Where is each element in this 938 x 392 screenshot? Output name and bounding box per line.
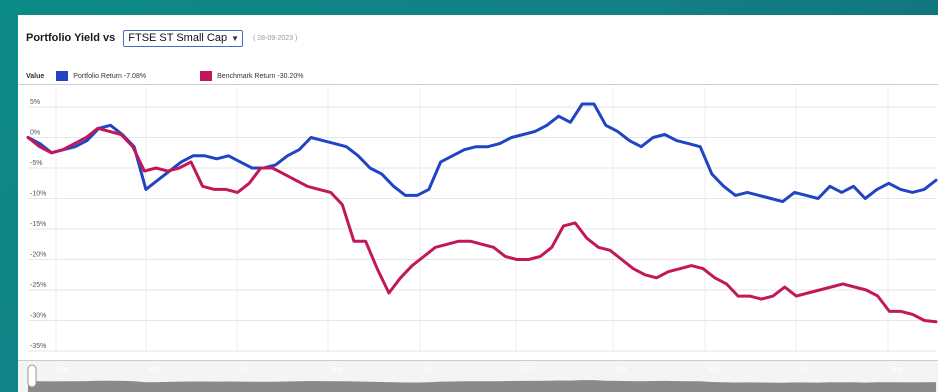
navigator-label: May (707, 366, 721, 373)
y-tick-label: -5% (30, 160, 42, 167)
navigator-label: Sep (330, 366, 343, 373)
range-navigator[interactable]: Mar May Jul Sep Nov 2023 Mar May Jul Sep (18, 360, 938, 392)
y-tick-label: -30% (30, 313, 46, 320)
navigator-label: Jul (239, 366, 248, 373)
portfolio-line[interactable] (26, 102, 938, 204)
portfolio-swatch (56, 71, 69, 81)
page-title: Portfolio Yield vs (26, 32, 116, 44)
benchmark-select-value: FTSE ST Small Cap (128, 32, 228, 44)
benchmark-line[interactable] (26, 126, 938, 324)
y-tick-label: 5% (30, 99, 40, 106)
line-chart[interactable]: 5% 0% -5% -10% -15% -20% -25% -30% -35% (18, 15, 938, 360)
navigator-label: Mar (58, 366, 71, 373)
legend-item-benchmark[interactable]: Benchmark Return -30.20% (200, 71, 303, 81)
chevron-down-icon: ▼ (231, 33, 239, 43)
navigator-label: Nov (422, 366, 435, 373)
chart-header: Portfolio Yield vs FTSE ST Small Cap ▼ (… (26, 27, 297, 49)
navigator-label: Mar (615, 366, 628, 373)
navigator-label: 2023 (518, 366, 534, 373)
as-of-date: ( 28-09-2023 ) (253, 34, 298, 42)
legend-title: Value (26, 72, 45, 80)
y-tick-label: 0% (30, 130, 40, 137)
legend-benchmark-label: Benchmark Return -30.20% (217, 72, 304, 80)
chart-panel: Portfolio Yield vs FTSE ST Small Cap ▼ (… (18, 15, 938, 392)
navigator-label: Sep (890, 366, 903, 373)
navigator-label: May (148, 366, 162, 373)
y-tick-label: -15% (30, 221, 46, 228)
legend-divider (18, 84, 938, 85)
y-tick-label: -10% (30, 191, 46, 198)
legend-portfolio-label: Portfolio Return -7.08% (73, 72, 147, 80)
benchmark-select[interactable]: FTSE ST Small Cap ▼ (123, 29, 243, 47)
navigator-label: Jul (798, 366, 807, 373)
y-tick-label: -25% (30, 282, 46, 289)
navigator-area (28, 380, 936, 392)
benchmark-swatch (200, 71, 213, 81)
legend-item-portfolio[interactable]: Portfolio Return -7.08% (56, 71, 146, 81)
y-tick-label: -35% (30, 343, 46, 350)
navigator-left-handle[interactable] (27, 364, 37, 388)
y-tick-label: -20% (30, 252, 46, 259)
navigator-svg[interactable]: Mar May Jul Sep Nov 2023 Mar May Jul Sep (18, 361, 938, 392)
chart-legend: Value Portfolio Return -7.08% Benchmark … (26, 71, 357, 81)
